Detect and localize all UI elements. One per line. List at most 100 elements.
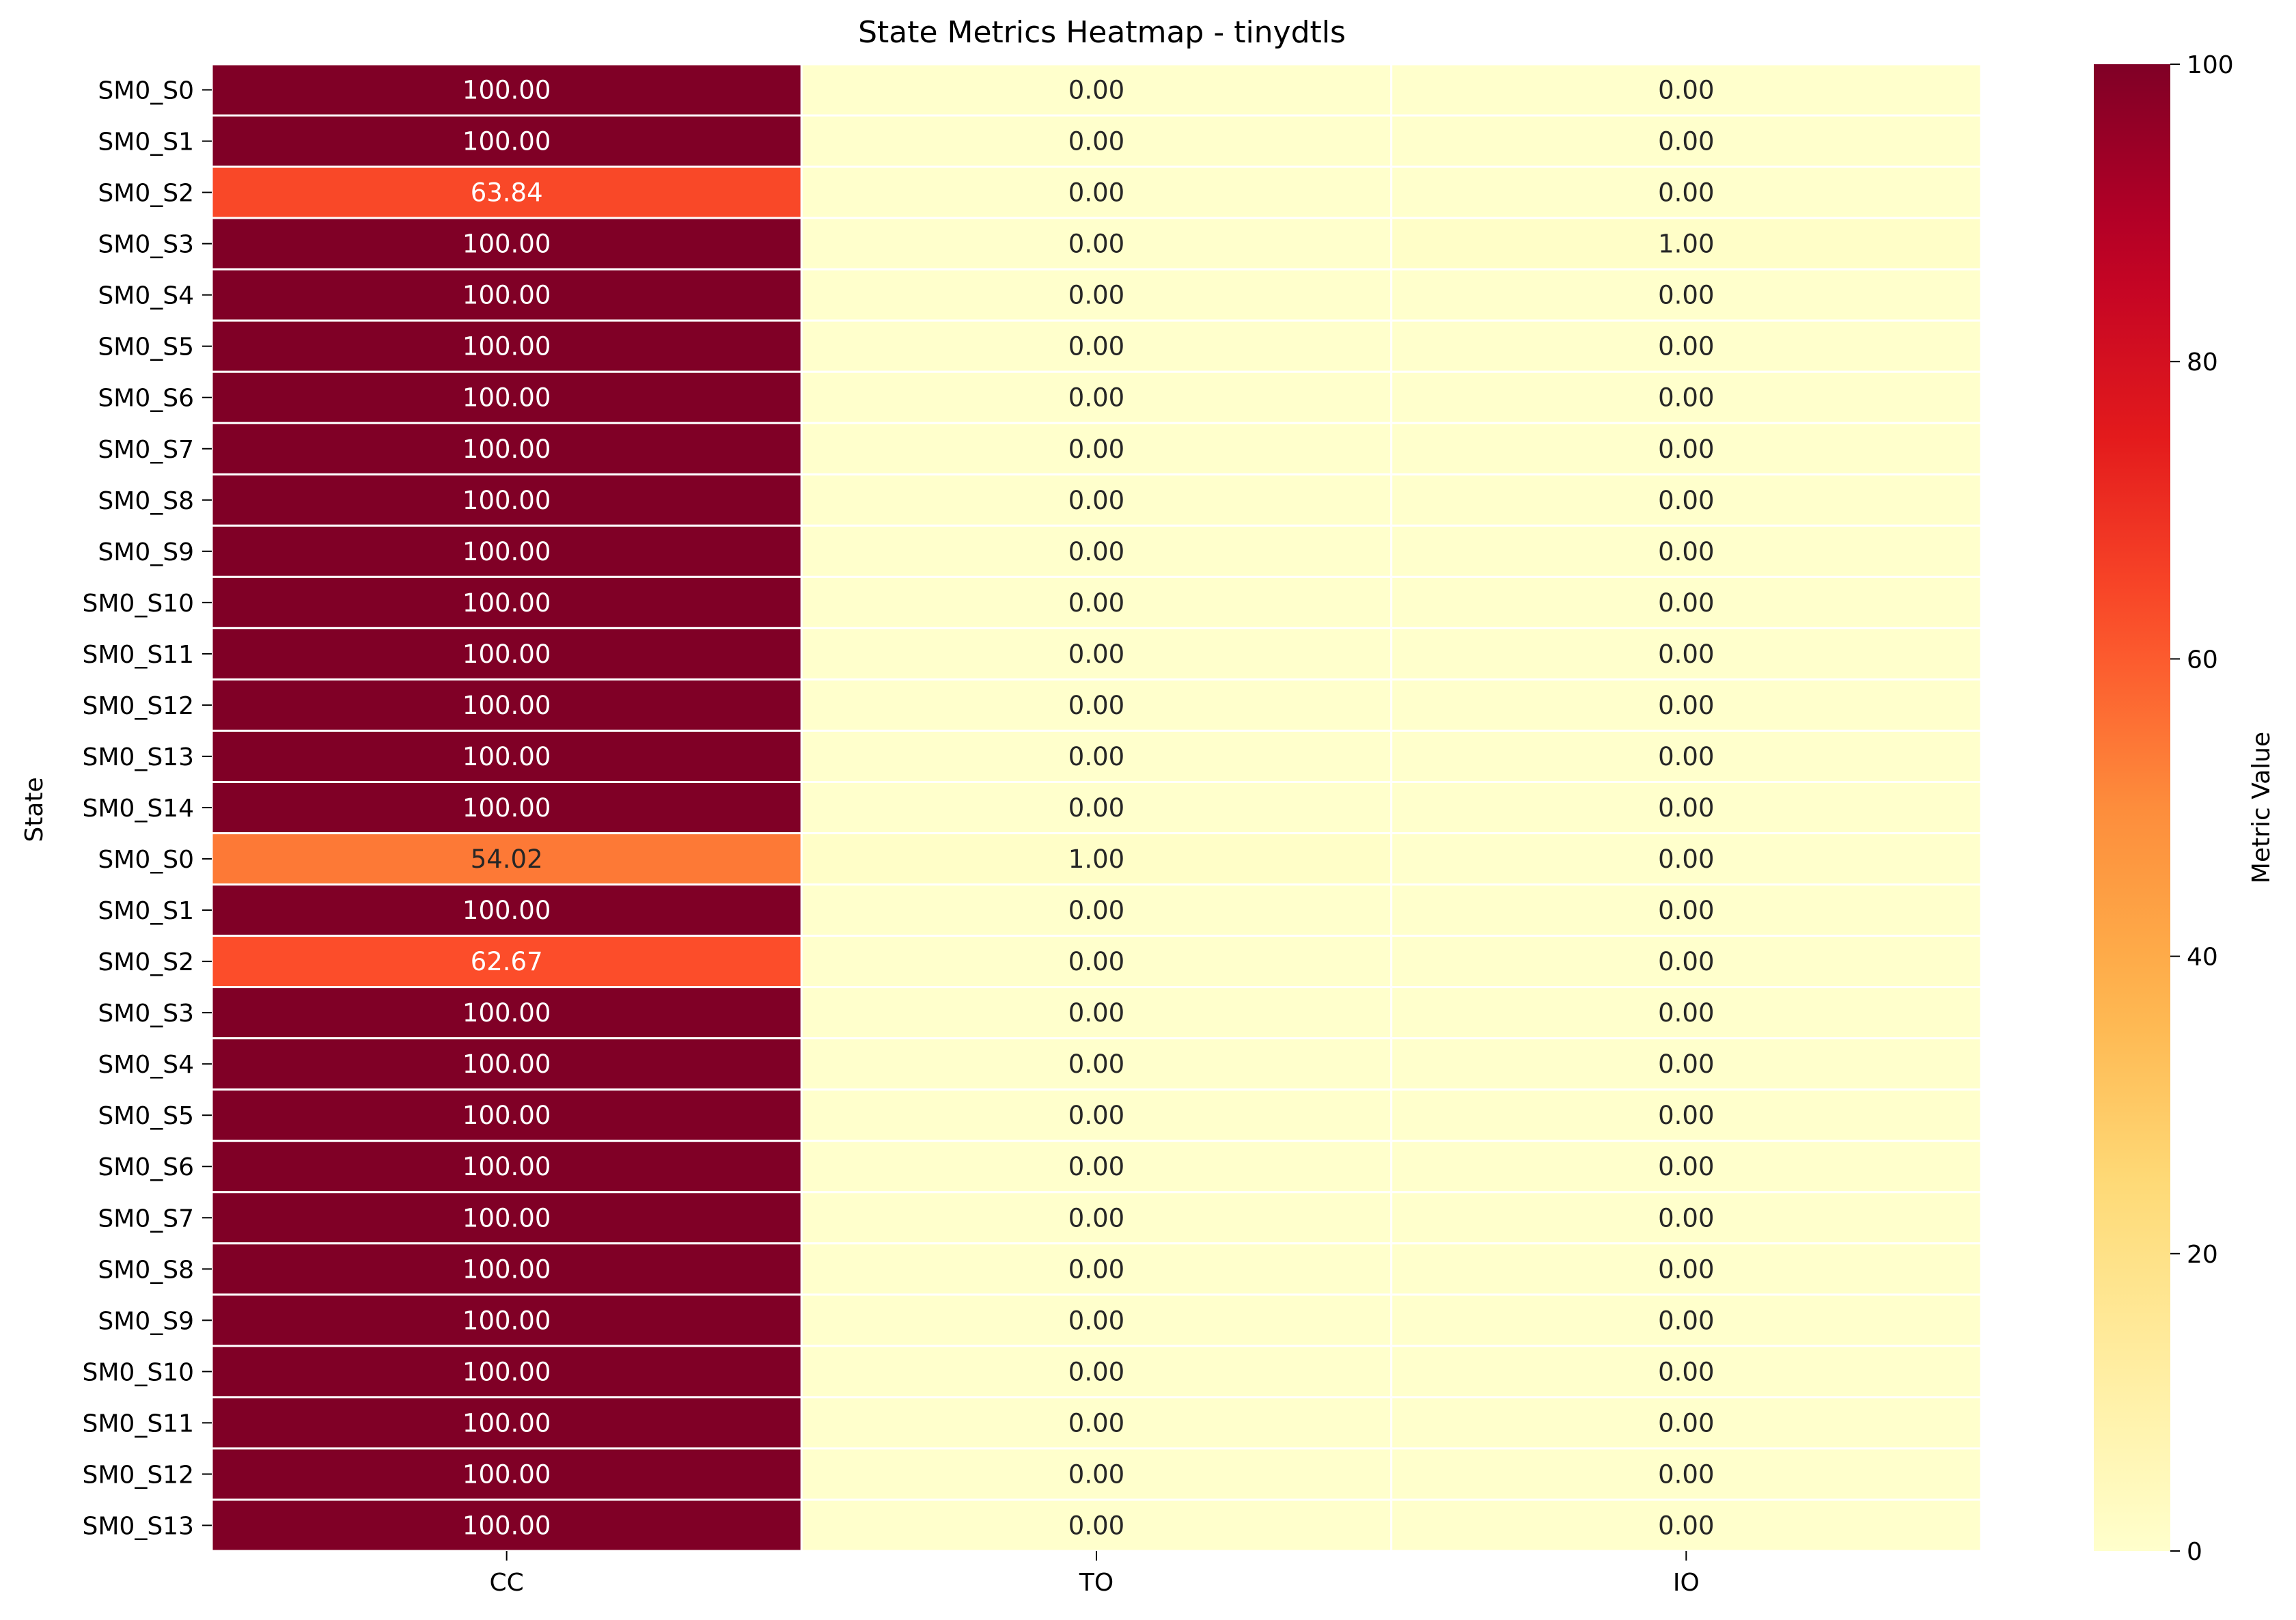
cell-value-label: 100.00 [462,435,551,464]
heatmap-cell [800,1037,1393,1091]
column-tick-label: TO [1079,1569,1114,1597]
row-tick-label: SM0_S0 [98,846,194,874]
cell-value-label: 100.00 [462,793,551,823]
cell-value-label: 100.00 [462,1357,551,1386]
row-tick-label: SM0_S0 [98,77,194,105]
heatmap-cell [210,1293,803,1347]
row-tick-label: SM0_S1 [98,128,194,156]
row-tick-label: SM0_S5 [98,333,194,361]
heatmap-cell [1390,217,1982,271]
heatmap-cell [1390,883,1982,937]
cell-value-label: 0.00 [1658,1357,1714,1386]
row-tick-label: SM0_S7 [98,1205,194,1233]
cell-value-label: 100.00 [462,640,551,669]
cell-value-label: 100.00 [462,1408,551,1438]
cell-value-label: 0.00 [1658,1152,1714,1181]
cell-value-label: 0.00 [1658,793,1714,823]
row-tick-label: SM0_S4 [98,1051,194,1079]
column-tick-label: IO [1673,1569,1700,1597]
cell-value-label: 0.00 [1658,1049,1714,1079]
chart-title: State Metrics Heatmap - tinydtls [858,15,1346,50]
row-tick-label: SM0_S12 [83,692,194,720]
cell-value-label: 0.00 [1658,127,1714,156]
heatmap-cell [1390,935,1982,989]
cell-value-label: 0.00 [1068,537,1124,566]
cell-value-label: 0.00 [1658,998,1714,1028]
cell-value-label: 0.00 [1068,230,1124,259]
heatmap-cell [210,729,803,783]
colorbar-tick-label: 0 [2187,1538,2202,1566]
cell-value-label: 0.00 [1658,640,1714,669]
cell-value-label: 0.00 [1068,793,1124,823]
cell-value-label: 0.00 [1658,947,1714,976]
heatmap-cell [210,1140,803,1194]
colorbar-tick-label: 60 [2187,646,2218,674]
heatmap-cell [210,1498,803,1552]
row-tick-label: SM0_S2 [98,948,194,976]
cell-value-label: 100.00 [462,76,551,105]
row-tick-label: SM0_S10 [83,590,194,618]
row-tick-label: SM0_S14 [83,795,194,823]
cell-value-label: 0.00 [1068,383,1124,413]
cell-value-label: 0.00 [1658,281,1714,310]
colorbar-tick-label: 20 [2187,1241,2218,1269]
cell-value-label: 0.00 [1658,1459,1714,1489]
heatmap-cell [1390,370,1982,424]
cell-value-label: 100.00 [462,742,551,771]
heatmap-cell [210,1088,803,1142]
cell-value-label: 0.00 [1658,1254,1714,1284]
cell-value-label: 0.00 [1658,691,1714,720]
row-tick-label: SM0_S9 [98,1307,194,1335]
cell-value-label: 0.00 [1068,1408,1124,1438]
cell-value-label: 0.00 [1658,537,1714,566]
heatmap-cell [1390,627,1982,681]
cell-value-label: 100.00 [462,691,551,720]
heatmap-cell [1390,729,1982,783]
heatmap-cell [800,986,1393,1040]
heatmap-cell [1390,524,1982,578]
heatmap-cell [210,217,803,271]
row-tick-label: SM0_S5 [98,1102,194,1130]
colorbar-tick-label: 80 [2187,348,2218,376]
cell-value-label: 0.00 [1068,998,1124,1028]
cell-value-label: 1.00 [1068,845,1124,874]
cell-value-label: 100.00 [462,1101,551,1130]
cell-value-label: 0.00 [1658,383,1714,413]
cell-value-label: 0.00 [1658,896,1714,925]
cell-value-label: 0.00 [1068,1306,1124,1335]
cell-value-label: 0.00 [1068,640,1124,669]
heatmap-cell [1390,422,1982,476]
cell-value-label: 0.00 [1658,845,1714,874]
row-tick-label: SM0_S12 [83,1461,194,1489]
row-tick-label: SM0_S13 [83,1512,194,1540]
heatmap-cells [210,63,1982,1552]
heatmap-cell [1390,1293,1982,1347]
row-tick-label: SM0_S4 [98,282,194,310]
heatmap-cell [210,1396,803,1450]
cell-value-label: 0.00 [1068,1203,1124,1233]
heatmap-cell [1390,832,1982,886]
cell-value-label: 0.00 [1068,76,1124,105]
cell-value-label: 0.00 [1068,1152,1124,1181]
cell-value-label: 0.00 [1068,1254,1124,1284]
cell-value-label: 100.00 [462,1203,551,1233]
cell-value-label: 0.00 [1068,896,1124,925]
cell-value-label: 100.00 [462,1152,551,1181]
cell-value-label: 100.00 [462,998,551,1028]
cell-value-label: 100.00 [462,332,551,361]
row-tick-label: SM0_S13 [83,743,194,771]
cell-value-label: 1.00 [1658,230,1714,259]
heatmap-cell [210,63,803,117]
heatmap-cell [1390,678,1982,732]
heatmap-cell [800,935,1393,989]
heatmap-cell [800,883,1393,937]
heatmap-cell [800,370,1393,424]
cell-value-label: 100.00 [462,537,551,566]
heatmap-cell [1390,473,1982,527]
heatmap-cell [800,422,1393,476]
cell-value-label: 100.00 [462,1049,551,1079]
row-tick-label: SM0_S6 [98,1153,194,1181]
cell-value-label: 0.00 [1658,486,1714,515]
cell-value-label: 0.00 [1658,1306,1714,1335]
cell-value-label: 0.00 [1068,1459,1124,1489]
